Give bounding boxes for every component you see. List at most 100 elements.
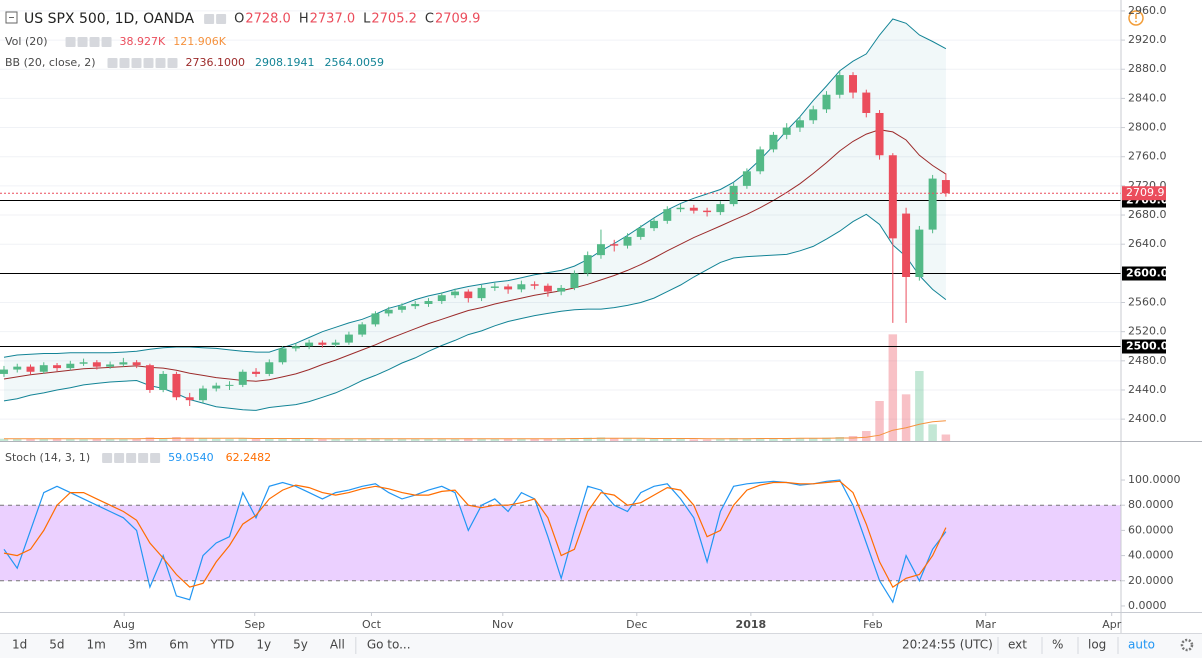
volume-bar [410,439,420,441]
range-button[interactable]: 3m [128,638,147,652]
stoch-tick-label: 100.0000 [1128,473,1181,486]
volume-bar [278,438,287,441]
range-button[interactable]: 1m [87,638,106,652]
y-tick-label: 2520.0 [1128,325,1167,338]
legend-button[interactable] [143,58,154,68]
volume-bar [716,438,725,441]
candle-body [703,210,712,213]
candle-body [265,362,274,374]
legend-button[interactable] [138,453,149,463]
volume-bar [702,439,712,441]
range-button[interactable]: 5d [49,638,64,652]
y-tick-label: 2480.0 [1128,354,1167,367]
bb-middle [3,129,947,382]
volume-bar [729,438,738,441]
range-button[interactable]: YTD [210,638,235,652]
candle-body [769,134,778,150]
candle-body [451,291,460,296]
legend-button[interactable] [119,58,130,68]
bb-value: 2908.1941 [255,56,315,69]
range-button[interactable]: All [330,638,345,652]
clock: 20:24:55 (UTC) [902,638,993,652]
option-button[interactable]: ext [1008,638,1027,652]
candle-body [610,244,619,246]
volume-bar [437,438,447,441]
stoch-tick-label: 0.0000 [1128,599,1167,612]
volume-bar [636,438,646,441]
candle-body [331,342,340,345]
volume-bar [424,438,433,441]
collapse-icon[interactable] [5,11,18,24]
volume-bar [477,438,486,441]
stoch-tick-label: 40.0000 [1128,549,1174,562]
legend-button[interactable] [114,453,125,463]
legend-button[interactable] [102,453,113,463]
x-tick-label: Feb [863,618,882,631]
option-button[interactable]: % [1052,638,1063,652]
candle-body [66,363,75,369]
candle-body [79,362,88,364]
candle-body [371,313,380,325]
legend-button[interactable] [107,58,118,68]
volume-bar [198,438,208,441]
quote-key: L [363,12,371,27]
legend-button[interactable] [126,453,137,463]
legend-button[interactable] [65,37,76,47]
volume-bar [901,394,911,441]
price-pane [0,10,1121,441]
candle-body [941,180,950,194]
stoch-pane [0,479,1121,604]
volume-bar [39,438,49,441]
x-tick-label: Oct [362,618,382,631]
volume-bar [649,438,659,441]
volume-bar [79,439,88,441]
legend-button[interactable] [216,14,227,24]
candle-body [384,309,393,314]
candle-body [397,306,406,310]
option-button[interactable]: log [1088,638,1106,652]
volume-bar [238,438,248,441]
option-button[interactable]: auto [1128,638,1155,652]
range-button[interactable]: 1y [256,638,271,652]
candle-body [344,334,353,343]
x-tick-label: Nov [492,618,514,631]
candle-body [517,284,526,290]
volume-bar [265,438,274,441]
stoch-tick-label: 60.0000 [1128,523,1174,536]
legend-button[interactable] [150,453,161,463]
candle-body [172,373,181,398]
bb-fill [4,19,946,411]
y-tick-label: 2960.0 [1128,4,1167,17]
volume-bar [848,436,858,441]
alert-icon[interactable] [1128,10,1144,26]
volume-bar [158,438,168,441]
legend-button[interactable] [77,37,88,47]
range-button[interactable]: 5y [293,638,308,652]
volume-bar [13,439,22,441]
candle-body [106,364,115,367]
volume-bar [119,439,128,441]
x-tick-label: Dec [626,618,647,631]
legend-button[interactable] [131,58,142,68]
y-tick-label: 2920.0 [1128,33,1167,46]
legend-button[interactable] [101,37,112,47]
stoch-tick-label: 80.0000 [1128,498,1174,511]
volume-bar [251,439,261,441]
volume-bar [822,437,831,441]
candle-body [570,273,579,288]
volume-ma-value: 121.906K [173,35,226,48]
legend-button[interactable] [204,14,215,24]
goto-button[interactable]: Go to... [367,638,411,652]
candle-body [504,286,513,290]
legend-button[interactable] [167,58,178,68]
legend-button[interactable] [89,37,100,47]
range-button[interactable]: 1d [12,638,27,652]
legend-button[interactable] [155,58,166,68]
quote-key: O [234,12,244,27]
settings-icon[interactable] [1180,638,1194,652]
range-button[interactable]: 6m [169,638,188,652]
candle-body [424,301,433,304]
candle-body [543,285,552,292]
